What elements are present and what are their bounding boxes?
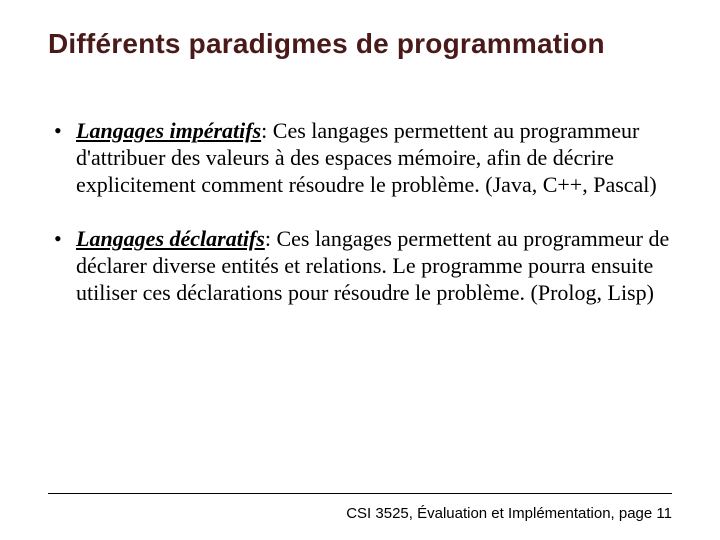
- slide-container: Différents paradigmes de programmation L…: [0, 0, 720, 540]
- bullet-term: Langages déclaratifs: [76, 226, 265, 251]
- bullet-item: Langages impératifs: Ces langages permet…: [50, 118, 672, 198]
- bullet-list: Langages impératifs: Ces langages permet…: [48, 118, 672, 307]
- footer-text: CSI 3525, Évaluation et Implémentation, …: [346, 505, 672, 522]
- slide-title: Différents paradigmes de programmation: [48, 28, 672, 60]
- bullet-term: Langages impératifs: [76, 118, 261, 143]
- footer-divider: [48, 493, 672, 494]
- bullet-item: Langages déclaratifs: Ces langages perme…: [50, 226, 672, 306]
